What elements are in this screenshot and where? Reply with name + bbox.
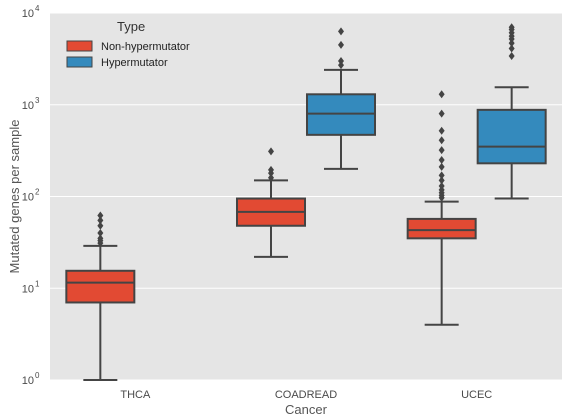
outlier-point — [438, 109, 445, 118]
legend-swatch — [66, 56, 93, 68]
outlier-point — [438, 126, 445, 135]
x-tick-label: COADREAD — [275, 389, 337, 401]
box-thca-non-hypermutator — [65, 211, 136, 381]
outlier-point — [97, 211, 104, 220]
box-ucec-non-hypermutator — [406, 90, 477, 326]
y-tick-exponent: 2 — [35, 188, 40, 197]
x-tick-label: THCA — [120, 389, 151, 401]
box-coadread-hypermutator — [306, 27, 376, 170]
outlier-point — [268, 165, 274, 174]
y-tick-label: 10 — [22, 283, 34, 295]
outlier-point — [438, 171, 445, 180]
legend-label: Non-hypermutator — [101, 41, 190, 53]
outlier-point — [268, 173, 274, 182]
box-iqr — [65, 269, 136, 304]
y-tick-label: 10 — [22, 8, 34, 20]
y-tick-exponent: 1 — [35, 279, 40, 288]
outlier-point — [508, 44, 515, 53]
y-tick-exponent: 4 — [35, 4, 40, 13]
outlier-point — [338, 40, 344, 49]
outlier-point — [97, 216, 104, 225]
outlier-point — [438, 90, 445, 99]
y-axis-label: Mutated genes per sample — [7, 120, 22, 274]
box-coadread-non-hypermutator — [236, 147, 306, 258]
outlier-point — [508, 39, 515, 48]
y-tick-label: 10 — [22, 100, 34, 112]
outlier-point — [438, 176, 445, 185]
outlier-point — [438, 162, 445, 171]
outlier-point — [268, 147, 274, 156]
box-ucec-hypermutator — [476, 23, 547, 200]
outlier-point — [97, 221, 104, 230]
outlier-point — [508, 51, 515, 60]
box-iqr — [476, 108, 547, 165]
outlier-point — [97, 234, 104, 243]
y-tick-exponent: 0 — [35, 371, 40, 380]
y-tick-label: 10 — [22, 192, 34, 204]
box-iqr — [406, 217, 477, 240]
outlier-point — [338, 61, 344, 70]
legend-label: Hypermutator — [101, 57, 168, 69]
x-axis-ticks: THCA COADREAD UCEC — [120, 389, 492, 401]
outlier-point — [97, 229, 104, 238]
y-tick-label: 10 — [22, 375, 34, 387]
box-series — [65, 23, 547, 381]
outlier-point — [438, 155, 445, 164]
outlier-point — [338, 27, 344, 36]
outlier-point — [508, 23, 515, 32]
x-tick-label: UCEC — [461, 389, 492, 401]
legend: Type Non-hypermutator Hypermutator — [66, 19, 190, 69]
outlier-point — [338, 56, 344, 65]
legend-title: Type — [117, 19, 145, 34]
outlier-point — [438, 182, 445, 191]
outlier-point — [438, 136, 445, 145]
y-tick-exponent: 3 — [35, 96, 40, 105]
legend-swatch — [66, 40, 93, 52]
outlier-point — [438, 146, 445, 155]
x-axis-label: Cancer — [285, 402, 328, 417]
